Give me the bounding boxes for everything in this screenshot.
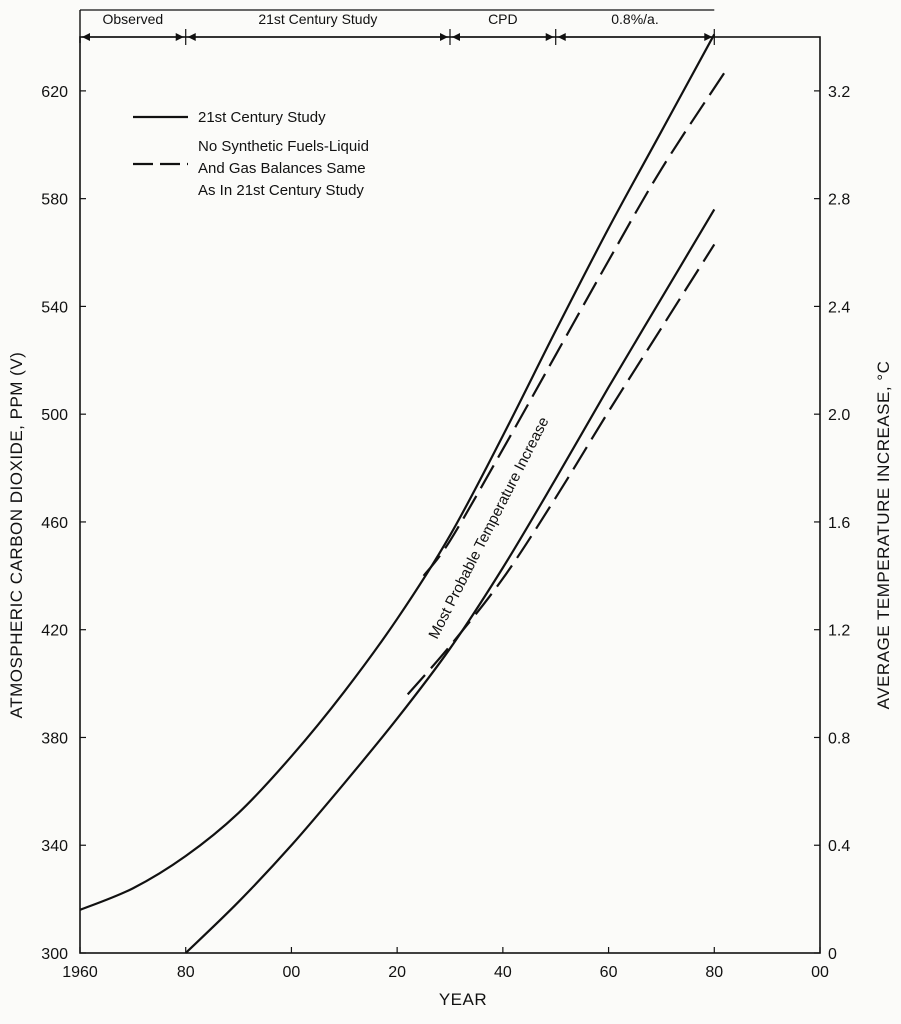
series-layer	[79, 33, 726, 954]
arrowhead-left	[452, 33, 460, 41]
series-line-right-dashed	[406, 243, 716, 696]
y-right-tick-label: 0.8	[828, 730, 850, 747]
x-axis-label: YEAR	[439, 990, 487, 1009]
legend-label-dashed: No Synthetic Fuels-Liquid	[198, 138, 369, 155]
y-right-tick-label: 0	[828, 946, 837, 963]
x-tick-label: 1960	[62, 964, 98, 981]
period-bar: Observed 21st Century Study CPD 0.8%/a.	[79, 9, 715, 45]
y-right-tick-label: 3.2	[828, 84, 850, 101]
y-left-tick-label: 420	[41, 623, 68, 640]
annotation-most-probable: Most Probable Temperature Increase	[425, 414, 552, 641]
y-axis-left-label: ATMOSPHERIC CARBON DIOXIDE, PPM (V)	[7, 352, 26, 719]
period-label: 0.8%/a.	[611, 11, 658, 27]
arrowhead-left	[187, 33, 196, 41]
x-tick-label: 00	[283, 964, 301, 981]
period-label: Observed	[103, 11, 164, 27]
y-left-tick-label: 380	[41, 730, 68, 747]
series-line-left-dashed	[422, 71, 726, 577]
x-tick-label: 00	[811, 964, 829, 981]
arrowhead-right	[545, 33, 554, 41]
legend-label-dashed: As In 21st Century Study	[198, 182, 364, 199]
y-left-tick-label: 300	[41, 946, 68, 963]
y-left-tick-label: 500	[41, 407, 68, 424]
series-line-left-solid	[79, 33, 716, 911]
plot-border	[79, 36, 821, 954]
y-right-tick-label: 2.4	[828, 299, 850, 316]
arrowhead-right	[440, 33, 448, 41]
y-right-tick-label: 0.4	[828, 838, 850, 855]
y-right-tick-label: 1.2	[828, 623, 850, 640]
legend-label-solid: 21st Century Study	[198, 109, 326, 126]
y-axis-right-label: AVERAGE TEMPERATURE INCREASE, °C	[874, 361, 893, 710]
y-axis-left-ticks: 300 340 380 420 460 500 540 580 620	[41, 84, 86, 963]
y-left-tick-label: 540	[41, 299, 68, 316]
legend: 21st Century Study No Synthetic Fuels-Liq…	[133, 109, 369, 199]
arrowhead-right	[704, 33, 713, 41]
y-left-tick-label: 580	[41, 192, 68, 209]
x-tick-label: 80	[177, 964, 195, 981]
legend-label-dashed: And Gas Balances Same	[198, 160, 366, 177]
plot-frame	[79, 36, 821, 954]
y-left-tick-label: 620	[41, 84, 68, 101]
x-tick-label: 20	[388, 964, 406, 981]
y-right-tick-label: 2.0	[828, 407, 850, 424]
arrowhead-right	[175, 33, 184, 41]
x-axis-ticks: 1960 80 00 20 40 60 80 00	[62, 947, 829, 981]
y-axis-right-ticks: 0 0.4 0.8 1.2 1.6 2.0 2.4 2.8 3.2	[814, 84, 850, 963]
y-right-tick-label: 2.8	[828, 192, 850, 209]
y-left-tick-label: 340	[41, 838, 68, 855]
period-label: CPD	[488, 11, 518, 27]
arrowhead-left	[557, 33, 566, 41]
x-tick-label: 40	[494, 964, 512, 981]
y-left-tick-label: 460	[41, 515, 68, 532]
y-right-tick-label: 1.6	[828, 515, 850, 532]
x-tick-label: 60	[600, 964, 618, 981]
x-tick-label: 80	[705, 964, 723, 981]
series-line-right-solid	[184, 208, 716, 954]
period-label: 21st Century Study	[258, 11, 377, 27]
arrowhead-left	[82, 33, 90, 41]
